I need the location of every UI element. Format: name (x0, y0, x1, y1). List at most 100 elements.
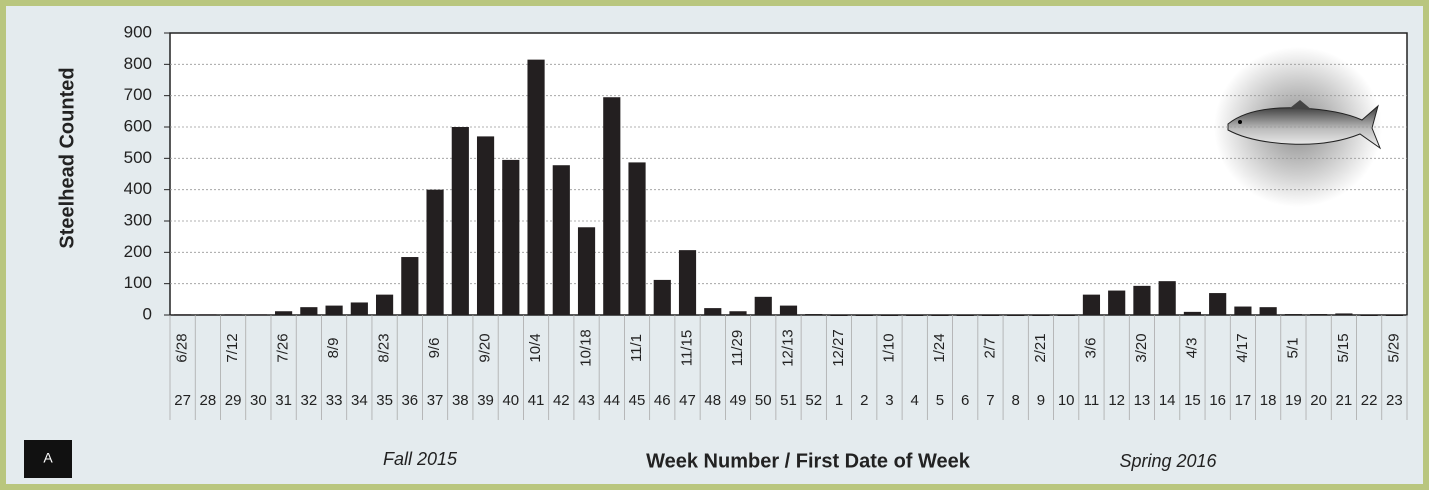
bar (553, 165, 570, 315)
fish-illustration (1212, 45, 1387, 210)
chart-frame: A Steelhead Counted Week Number / First … (0, 0, 1429, 490)
date-label: 11/15 (678, 330, 695, 366)
y-tick-label: 200 (124, 242, 152, 261)
x-tick-label: 12 (1108, 392, 1125, 409)
date-label: 3/20 (1133, 333, 1150, 362)
date-label: 10/18 (578, 329, 595, 367)
date-label: 12/27 (830, 329, 847, 367)
bar (805, 314, 822, 315)
x-tick-label: 6 (961, 392, 969, 409)
season-annotation: Spring 2016 (1119, 451, 1217, 471)
x-tick-label: 11 (1084, 392, 1100, 409)
bar (326, 306, 343, 315)
bar (1133, 286, 1150, 315)
bar (628, 162, 645, 315)
bar (1335, 313, 1352, 315)
panel-label: A (43, 450, 53, 466)
y-tick-label: 700 (124, 85, 152, 104)
x-tick-label: 41 (528, 392, 545, 409)
bar (1361, 315, 1378, 316)
y-axis-label: Steelhead Counted (56, 67, 78, 248)
x-tick-label: 35 (376, 392, 393, 409)
x-tick-label: 33 (326, 392, 343, 409)
bar (477, 136, 494, 315)
bar (225, 314, 242, 315)
date-label: 7/12 (224, 333, 241, 362)
date-label: 8/23 (376, 333, 393, 362)
date-label: 1/24 (931, 333, 948, 362)
x-tick-label: 7 (986, 392, 994, 409)
y-tick-label: 400 (124, 179, 152, 198)
bar (502, 160, 519, 315)
x-tick-label: 39 (477, 392, 494, 409)
date-label: 9/20 (477, 333, 494, 362)
bar (1209, 293, 1226, 315)
date-label: 11/29 (729, 330, 746, 366)
y-tick-label: 600 (124, 116, 152, 135)
y-tick-label: 500 (124, 148, 152, 167)
x-tick-label: 44 (603, 392, 620, 409)
x-tick-label: 42 (553, 392, 570, 409)
x-tick-label: 20 (1310, 392, 1327, 409)
bar (1083, 295, 1100, 315)
x-tick-label: 3 (885, 392, 893, 409)
x-tick-label: 17 (1235, 392, 1252, 409)
date-label: 2/21 (1032, 333, 1049, 362)
x-tick-label: 38 (452, 392, 469, 409)
x-tick-label: 16 (1209, 392, 1226, 409)
x-tick-label: 15 (1184, 392, 1201, 409)
date-label: 7/26 (275, 333, 292, 362)
x-tick-label: 48 (704, 392, 721, 409)
x-tick-label: 40 (502, 392, 519, 409)
date-label: 6/28 (174, 333, 191, 362)
x-tick-label: 18 (1260, 392, 1277, 409)
bar (300, 307, 317, 315)
x-tick-label: 37 (427, 392, 444, 409)
date-label: 12/13 (779, 329, 796, 367)
bar (780, 306, 797, 315)
y-tick-label: 100 (124, 273, 152, 292)
x-tick-label: 45 (629, 392, 646, 409)
date-label: 4/17 (1234, 333, 1251, 362)
bar (426, 190, 443, 315)
x-tick-label: 4 (911, 392, 919, 409)
bar (1285, 314, 1302, 315)
bar (199, 314, 216, 315)
x-tick-label: 27 (174, 392, 191, 409)
x-tick-label: 14 (1159, 392, 1176, 409)
bar (527, 60, 544, 315)
x-tick-label: 51 (780, 392, 797, 409)
season-annotation: Fall 2015 (383, 449, 458, 469)
bar (603, 97, 620, 315)
date-label: 5/1 (1284, 338, 1301, 359)
bar (856, 315, 873, 316)
date-label: 11/1 (628, 334, 645, 362)
bar (982, 315, 999, 316)
bar (578, 227, 595, 315)
bar (729, 311, 746, 315)
bar (1058, 315, 1075, 316)
x-tick-label: 30 (250, 392, 267, 409)
x-tick-label: 31 (275, 392, 292, 409)
date-label: 2/7 (981, 338, 998, 359)
bar (1234, 307, 1251, 315)
y-tick-label: 300 (124, 210, 152, 229)
x-tick-label: 52 (805, 392, 822, 409)
x-tick-label: 5 (936, 392, 944, 409)
x-tick-label: 9 (1037, 392, 1045, 409)
chart: A Steelhead Counted Week Number / First … (6, 6, 1423, 484)
date-label: 5/29 (1385, 333, 1402, 362)
bar (452, 127, 469, 315)
bar (1159, 281, 1176, 315)
x-tick-label: 13 (1134, 392, 1151, 409)
x-tick-label: 28 (200, 392, 217, 409)
date-label: 10/4 (527, 333, 544, 362)
x-tick-label: 36 (401, 392, 418, 409)
date-label: 9/6 (426, 338, 443, 359)
x-tick-label: 46 (654, 392, 671, 409)
bar (1260, 307, 1277, 315)
date-label: 3/6 (1082, 338, 1099, 359)
bar (957, 315, 974, 316)
x-tick-label: 32 (301, 392, 318, 409)
x-tick-label: 47 (679, 392, 696, 409)
